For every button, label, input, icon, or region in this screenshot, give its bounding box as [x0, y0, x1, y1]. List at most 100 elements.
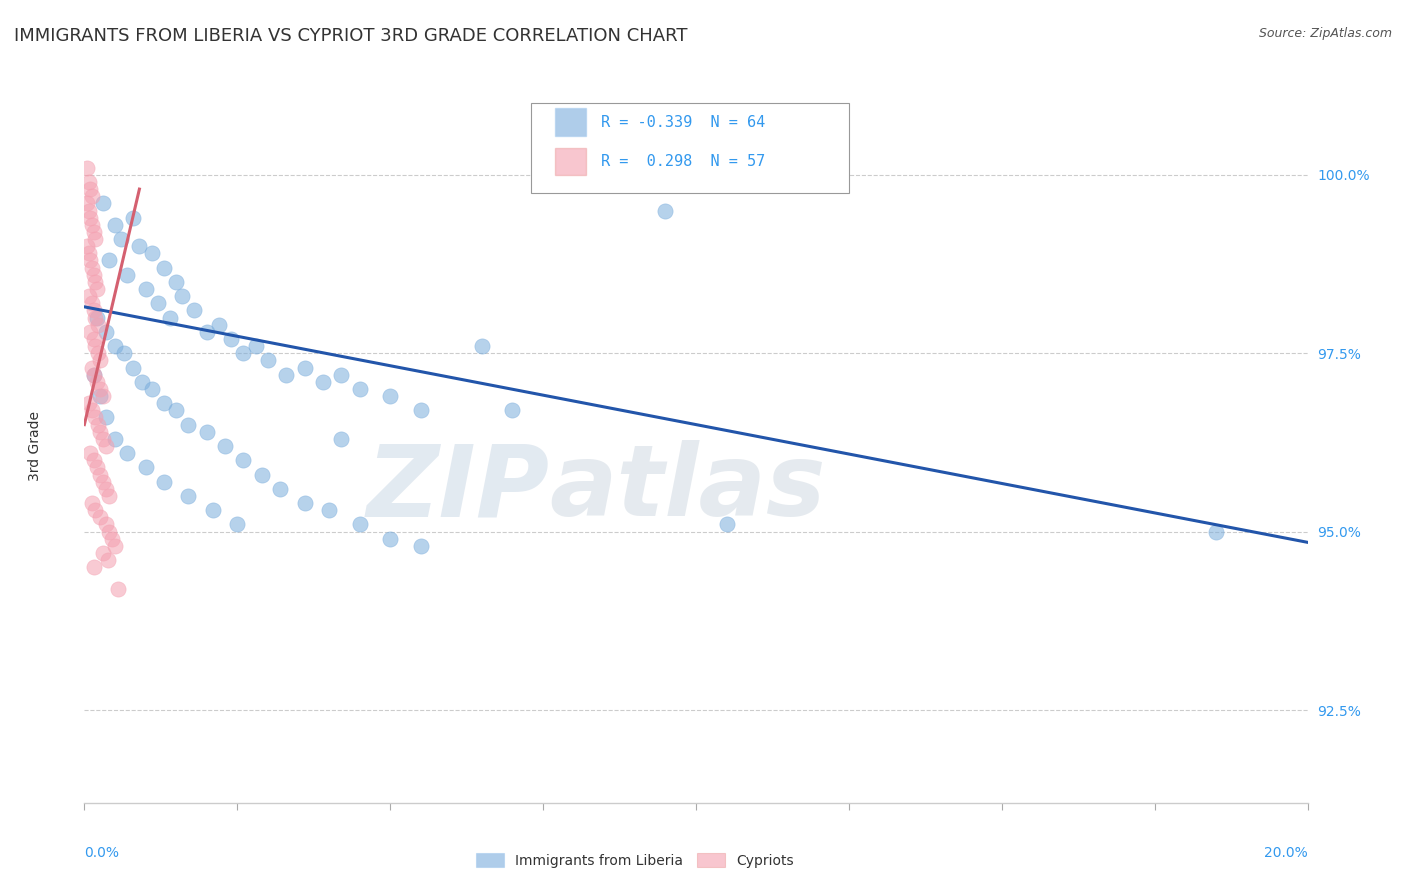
Point — [79, 182, 101, 196]
Point — [86, 375, 108, 389]
Point — [91, 389, 114, 403]
Point — [177, 489, 200, 503]
Point — [79, 446, 101, 460]
Point — [94, 410, 117, 425]
Point — [330, 368, 353, 382]
Point — [86, 310, 108, 325]
Point — [80, 496, 103, 510]
Point — [257, 353, 280, 368]
Point — [79, 253, 101, 268]
Point — [94, 325, 117, 339]
Point — [153, 475, 176, 489]
Text: R =  0.298  N = 57: R = 0.298 N = 57 — [600, 153, 765, 169]
Text: R = -0.339  N = 64: R = -0.339 N = 64 — [600, 114, 765, 129]
Point — [84, 410, 107, 425]
Point — [97, 553, 120, 567]
Point — [135, 282, 157, 296]
Text: Source: ZipAtlas.com: Source: ZipAtlas.com — [1258, 27, 1392, 40]
Point — [502, 403, 524, 417]
Point — [104, 539, 127, 553]
Point — [83, 332, 105, 346]
Point — [83, 303, 105, 318]
Point — [141, 382, 163, 396]
Point — [91, 196, 114, 211]
Point — [97, 489, 120, 503]
Text: 20.0%: 20.0% — [1264, 846, 1308, 860]
Point — [77, 175, 100, 189]
Point — [195, 325, 218, 339]
Point — [219, 332, 242, 346]
Point — [195, 425, 218, 439]
Point — [97, 524, 120, 539]
Point — [104, 218, 127, 232]
Point — [208, 318, 231, 332]
Point — [471, 339, 494, 353]
Point — [76, 196, 98, 211]
Point — [183, 303, 205, 318]
Point — [172, 289, 194, 303]
Point — [94, 439, 117, 453]
Point — [77, 203, 100, 218]
Point — [104, 432, 127, 446]
Point — [76, 161, 98, 175]
Point — [276, 368, 298, 382]
Point — [409, 403, 432, 417]
Point — [131, 375, 153, 389]
Point — [89, 389, 111, 403]
Point — [89, 467, 111, 482]
Point — [91, 475, 114, 489]
Point — [269, 482, 291, 496]
Point — [245, 339, 267, 353]
Point — [122, 360, 145, 375]
Point — [135, 460, 157, 475]
Point — [89, 425, 111, 439]
Point — [83, 268, 105, 282]
Point — [84, 339, 107, 353]
Point — [84, 275, 107, 289]
Point — [294, 496, 316, 510]
Point — [214, 439, 236, 453]
Point — [83, 453, 105, 467]
Point — [84, 503, 107, 517]
Point — [380, 389, 402, 403]
Point — [77, 289, 100, 303]
Point — [83, 225, 105, 239]
Bar — [555, 148, 586, 175]
Point — [165, 403, 187, 417]
Point — [86, 460, 108, 475]
Point — [79, 325, 101, 339]
Point — [115, 268, 138, 282]
Point — [232, 453, 254, 467]
Point — [1205, 524, 1227, 539]
Point — [250, 467, 273, 482]
Point — [153, 396, 176, 410]
Point — [349, 517, 371, 532]
Point — [80, 189, 103, 203]
Point — [80, 218, 103, 232]
Bar — [555, 109, 586, 136]
Point — [94, 517, 117, 532]
Point — [87, 417, 110, 432]
Point — [716, 517, 738, 532]
Point — [153, 260, 176, 275]
Point — [84, 310, 107, 325]
Point — [330, 432, 353, 446]
Point — [83, 368, 105, 382]
Point — [86, 282, 108, 296]
Point — [89, 382, 111, 396]
Point — [79, 211, 101, 225]
Point — [87, 318, 110, 332]
Point — [89, 353, 111, 368]
Point — [177, 417, 200, 432]
Point — [349, 382, 371, 396]
Point — [312, 375, 335, 389]
Point — [83, 368, 105, 382]
Point — [380, 532, 402, 546]
Point — [654, 203, 676, 218]
Point — [80, 360, 103, 375]
Point — [115, 446, 138, 460]
Point — [104, 339, 127, 353]
Point — [83, 560, 105, 574]
Point — [87, 346, 110, 360]
Point — [232, 346, 254, 360]
